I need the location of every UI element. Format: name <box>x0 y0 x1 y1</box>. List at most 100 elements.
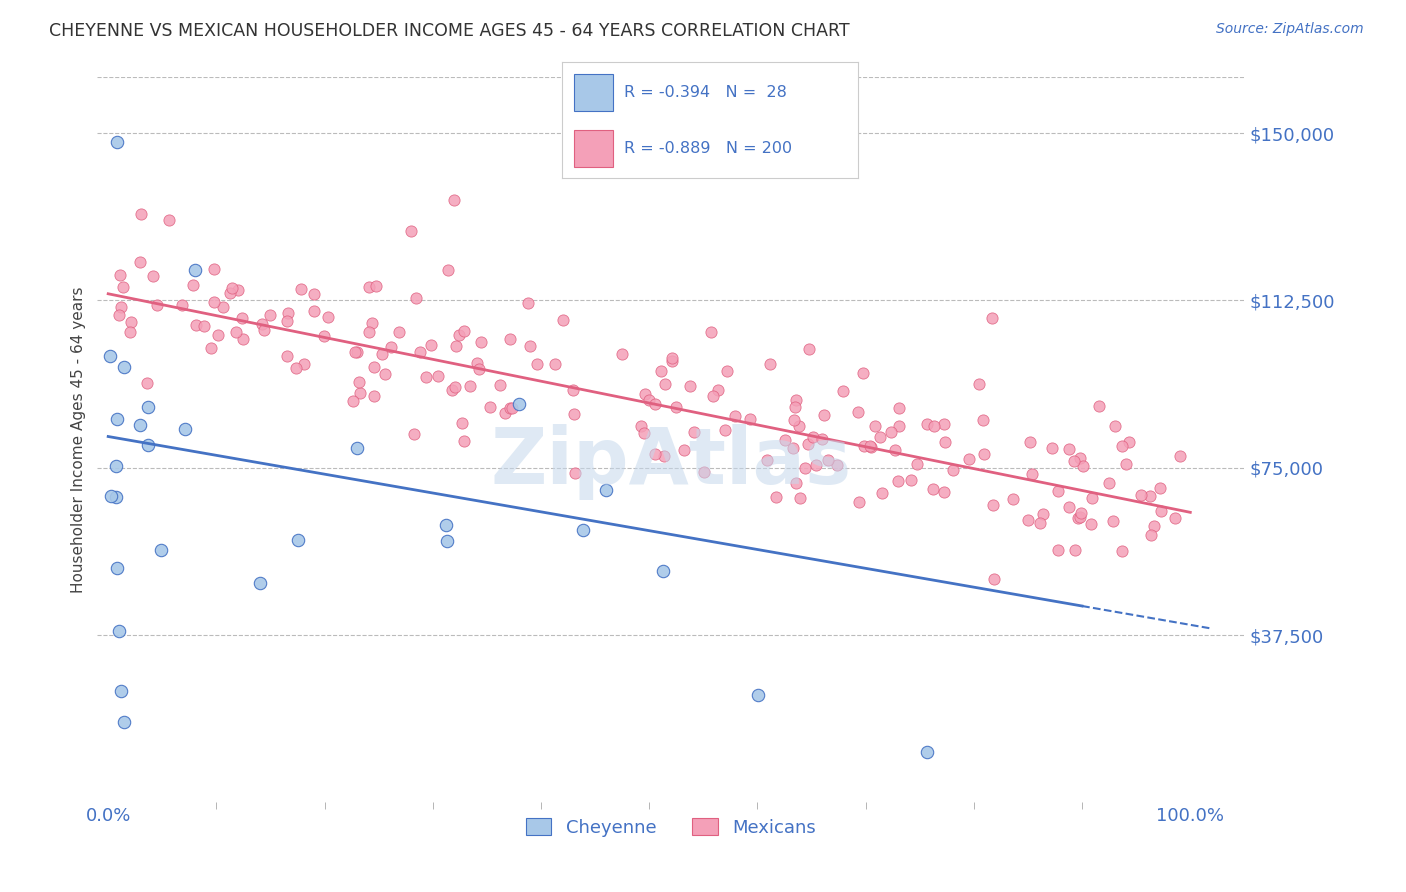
Point <box>1017 513 1039 527</box>
Point <box>1118 435 1140 450</box>
Point <box>519 339 541 353</box>
Point <box>104 490 127 504</box>
Point <box>380 340 402 354</box>
Point <box>465 356 488 370</box>
Point <box>357 280 380 294</box>
Point <box>863 418 886 433</box>
Point <box>793 460 815 475</box>
Point <box>312 329 335 343</box>
Point <box>207 327 229 342</box>
Point <box>405 291 427 305</box>
Point <box>349 385 371 400</box>
Point <box>942 463 965 477</box>
Point <box>1019 434 1042 449</box>
Point <box>200 341 222 355</box>
Point <box>787 418 810 433</box>
Point <box>186 318 208 332</box>
Point <box>304 304 326 318</box>
Point <box>683 425 706 439</box>
Point <box>232 332 254 346</box>
Point <box>342 393 364 408</box>
Point <box>371 347 394 361</box>
Point <box>832 384 855 398</box>
Point <box>488 378 510 392</box>
Point <box>181 277 204 292</box>
Point <box>316 310 339 325</box>
Point <box>967 377 990 392</box>
Point <box>782 441 804 455</box>
Point <box>785 392 807 407</box>
Point <box>415 370 437 384</box>
Point <box>508 397 530 411</box>
Point <box>157 213 180 227</box>
Point <box>922 419 945 434</box>
Point <box>287 533 309 548</box>
Point <box>1111 439 1133 453</box>
Point <box>1129 488 1152 502</box>
Point <box>633 425 655 440</box>
Point <box>1080 491 1102 506</box>
Point <box>921 482 943 496</box>
Point <box>360 316 382 330</box>
Point <box>447 327 470 342</box>
Point <box>980 310 1002 325</box>
Point <box>1032 507 1054 521</box>
Point <box>1029 516 1052 531</box>
Point <box>827 458 849 472</box>
Text: R = -0.889   N = 200: R = -0.889 N = 200 <box>624 141 793 156</box>
Point <box>650 364 672 378</box>
Point <box>747 688 769 702</box>
Point <box>1149 481 1171 495</box>
Point <box>700 325 723 339</box>
Point <box>120 325 142 339</box>
Point <box>458 379 481 393</box>
Point <box>136 438 159 452</box>
Point <box>905 457 928 471</box>
Point <box>932 417 955 432</box>
Point <box>399 224 422 238</box>
Point <box>1069 510 1091 524</box>
Point <box>932 484 955 499</box>
Point <box>120 315 142 329</box>
Point <box>346 345 368 359</box>
Point <box>983 572 1005 586</box>
Point <box>346 441 368 455</box>
Point <box>773 433 796 447</box>
Point <box>1040 441 1063 455</box>
Point <box>112 280 135 294</box>
Point <box>789 491 811 506</box>
Point <box>1057 442 1080 456</box>
Point <box>665 400 688 414</box>
Point <box>193 319 215 334</box>
Point <box>108 268 131 283</box>
Point <box>880 425 903 439</box>
Point <box>562 383 585 397</box>
Point <box>112 714 135 729</box>
Point <box>738 411 761 425</box>
Point <box>973 447 995 461</box>
Point <box>218 285 240 300</box>
Point <box>707 383 730 397</box>
Point <box>363 389 385 403</box>
Point <box>110 300 132 314</box>
Point <box>859 439 882 453</box>
Point <box>644 397 666 411</box>
Point <box>1063 543 1085 558</box>
Point <box>564 467 586 481</box>
Point <box>250 317 273 331</box>
Point <box>105 135 128 149</box>
Point <box>1087 399 1109 413</box>
Point <box>714 423 737 437</box>
Point <box>231 311 253 326</box>
Point <box>211 300 233 314</box>
Point <box>1001 491 1024 506</box>
Point <box>562 407 585 421</box>
Point <box>467 362 489 376</box>
Point <box>100 489 122 503</box>
Point <box>693 466 716 480</box>
Point <box>259 308 281 322</box>
Point <box>419 338 441 352</box>
Point <box>202 261 225 276</box>
Point <box>501 401 523 415</box>
Point <box>146 297 169 311</box>
